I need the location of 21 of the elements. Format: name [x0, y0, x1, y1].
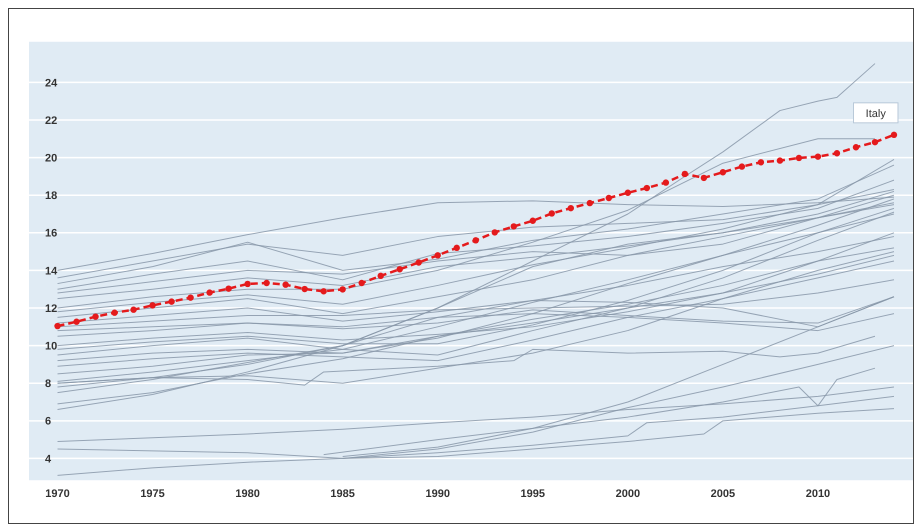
x-tick-label: 1980 — [235, 488, 260, 500]
x-tick-label: 2000 — [616, 488, 640, 500]
x-tick-label: 1990 — [425, 488, 450, 500]
y-tick-label: 8 — [45, 378, 52, 390]
y-tick-label: 24 — [45, 77, 58, 90]
x-tick-label: 1995 — [520, 488, 546, 500]
y-tick-label: 4 — [45, 453, 52, 466]
y-tick-label: 12 — [45, 302, 58, 315]
series-label: Italy — [866, 108, 886, 120]
y-tick-label: 20 — [45, 152, 58, 164]
x-tick-label: 2010 — [806, 488, 830, 500]
y-tick-label: 16 — [45, 228, 58, 240]
x-tick-label: 2005 — [710, 488, 736, 500]
y-tick-label: 14 — [45, 265, 58, 278]
y-tick-label: 10 — [45, 340, 58, 353]
x-tick-label: 1975 — [140, 488, 165, 500]
x-tick-label: 1970 — [45, 488, 70, 500]
y-tick-label: 18 — [45, 190, 58, 202]
x-tick-label: 1985 — [330, 488, 355, 500]
y-tick-label: 22 — [45, 114, 58, 127]
y-tick-label: 6 — [45, 416, 52, 428]
